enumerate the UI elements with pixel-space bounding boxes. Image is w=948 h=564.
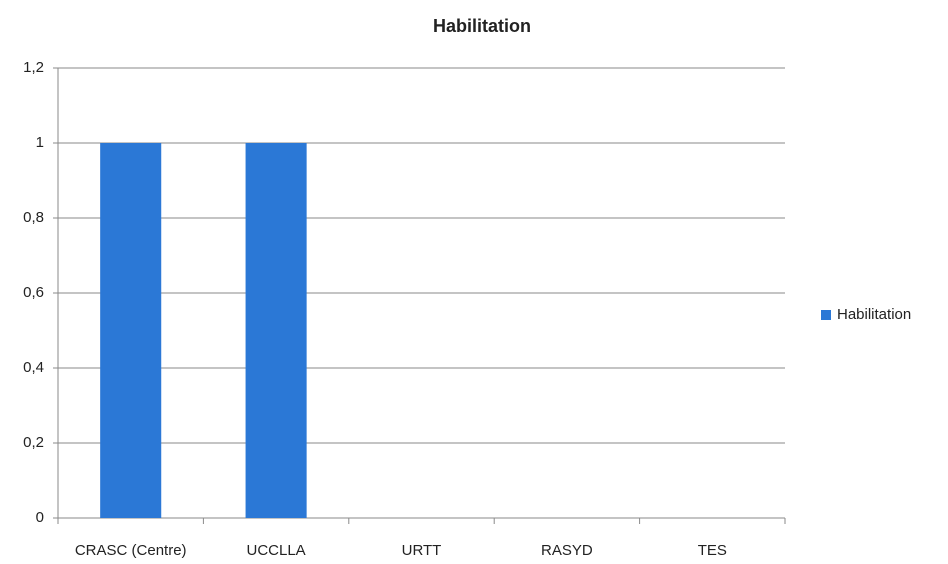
y-tick-label: 0,6 (23, 284, 44, 301)
y-tick-label: 0,8 (23, 209, 44, 226)
y-tick-label: 0,4 (23, 359, 44, 376)
x-tick-label: TES (698, 542, 727, 559)
y-tick-label: 1 (36, 134, 44, 151)
bar (245, 143, 307, 518)
y-tick-label: 1,2 (23, 59, 44, 76)
legend-swatch (821, 310, 831, 320)
x-tick-label: UCCLLA (247, 542, 306, 559)
x-tick-label: URTT (402, 542, 442, 559)
legend-label: Habilitation (837, 306, 911, 323)
chart-title: Habilitation (433, 16, 531, 36)
y-tick-label: 0 (36, 509, 44, 526)
bar (100, 143, 162, 518)
x-tick-label: RASYD (541, 542, 593, 559)
y-tick-label: 0,2 (23, 434, 44, 451)
x-tick-label: CRASC (Centre) (75, 542, 187, 559)
